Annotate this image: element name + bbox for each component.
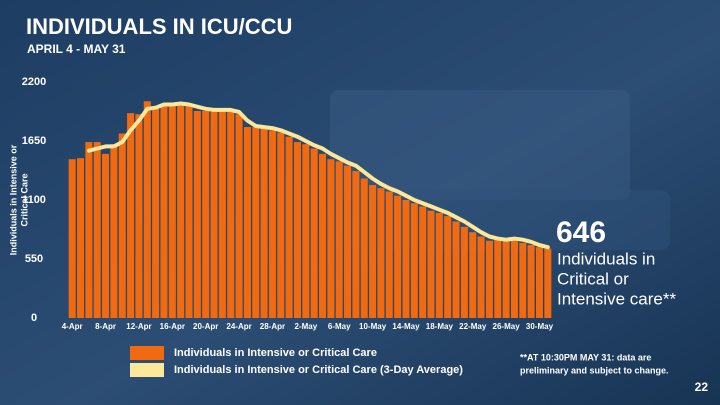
- bar: [210, 110, 218, 318]
- bar: [268, 130, 276, 318]
- bar: [152, 108, 160, 319]
- y-axis-label: Individuals in Intensive or Critical Car…: [8, 144, 29, 255]
- bar: [110, 144, 118, 318]
- page-number: 22: [695, 380, 709, 394]
- bar: [544, 248, 552, 318]
- subtitle: APRIL 4 - MAY 31: [27, 42, 126, 56]
- bed-shape: [330, 90, 630, 200]
- bar: [410, 203, 418, 318]
- y-tick-label: 1650: [22, 135, 46, 147]
- average-line: [86, 101, 550, 250]
- x-tick-label: 18-May: [426, 322, 454, 331]
- bar: [185, 104, 193, 318]
- x-tick-label: 16-Apr: [160, 322, 185, 331]
- bar: [485, 240, 493, 318]
- x-tick-label: 28-Apr: [260, 322, 285, 331]
- x-tick-label: 30-May: [526, 322, 554, 331]
- bar: [277, 132, 285, 318]
- callout-text: Critical or: [557, 269, 629, 288]
- bar: [118, 133, 126, 318]
- y-tick-label: 0: [31, 312, 37, 324]
- bar: [310, 148, 318, 318]
- bar: [252, 127, 260, 319]
- bar: [419, 206, 427, 318]
- bar: [202, 110, 210, 318]
- y-axis-label-line: Individuals in Intensive or: [8, 144, 18, 255]
- x-tick-label: 2-May: [294, 322, 317, 331]
- x-tick-label: 10-May: [359, 322, 387, 331]
- callout-value: 646: [556, 216, 606, 249]
- bar: [344, 165, 352, 318]
- y-tick-label: 550: [25, 253, 43, 265]
- bar: [77, 158, 85, 318]
- bar: [68, 159, 76, 318]
- bar: [327, 159, 335, 318]
- bar: [527, 245, 535, 318]
- bar: [193, 110, 201, 318]
- bar: [435, 212, 443, 318]
- bar: [494, 239, 502, 318]
- bar: [168, 104, 176, 318]
- footnote: preliminary and subject to change.: [520, 365, 669, 375]
- callout-text: Intensive care**: [557, 289, 676, 308]
- x-tick-label: 22-May: [459, 322, 487, 331]
- bar: [510, 238, 518, 318]
- bar: [519, 242, 527, 318]
- bar: [444, 216, 452, 318]
- x-tick-label: 20-Apr: [193, 322, 218, 331]
- bar: [127, 113, 135, 318]
- bar: [352, 171, 360, 318]
- y-tick-label: 1100: [22, 194, 46, 206]
- bar: [102, 153, 110, 318]
- bar: [452, 221, 460, 318]
- bar: [535, 247, 543, 318]
- bar: [243, 127, 251, 319]
- bar: [460, 226, 468, 318]
- bar: [335, 161, 343, 318]
- footnote: **AT 10:30PM MAY 31: data are: [520, 352, 651, 362]
- bar: [369, 184, 377, 318]
- legend-swatch: [130, 346, 164, 360]
- legend-swatch: [130, 363, 164, 377]
- x-tick-label: 6-May: [328, 322, 351, 331]
- bar: [135, 114, 143, 318]
- callout-text: Individuals in: [557, 249, 655, 268]
- bar: [235, 114, 243, 318]
- x-tick-label: 8-Apr: [95, 322, 116, 331]
- x-tick-label: 12-Apr: [126, 322, 151, 331]
- bar: [93, 142, 101, 318]
- x-tick-label: 4-Apr: [62, 322, 83, 331]
- y-tick-label: 2200: [22, 76, 46, 88]
- bar: [293, 142, 301, 318]
- bar: [227, 110, 235, 318]
- bar: [285, 136, 293, 318]
- title: INDIVIDUALS IN ICU/CCU: [26, 14, 292, 39]
- bar: [319, 153, 327, 318]
- legend-label: Individuals in Intensive or Critical Car…: [174, 347, 377, 359]
- bar: [302, 144, 310, 318]
- bar: [160, 104, 168, 318]
- x-tick-label: 14-May: [392, 322, 420, 331]
- bar: [477, 236, 485, 318]
- bar: [360, 178, 368, 318]
- x-tick-label: 26-May: [493, 322, 521, 331]
- bar: [218, 110, 226, 318]
- bar: [469, 232, 477, 318]
- bar: [402, 200, 410, 318]
- bar: [394, 195, 402, 318]
- bar: [502, 238, 510, 318]
- bar: [427, 210, 435, 318]
- bar: [177, 103, 185, 318]
- bar: [385, 191, 393, 318]
- bar: [85, 142, 93, 318]
- bar: [260, 127, 268, 319]
- bar: [377, 188, 385, 318]
- bar: [143, 101, 151, 319]
- legend-label: Individuals in Intensive or Critical Car…: [174, 364, 463, 376]
- y-axis-label-line: Critical Care: [19, 173, 29, 226]
- x-tick-label: 24-Apr: [226, 322, 251, 331]
